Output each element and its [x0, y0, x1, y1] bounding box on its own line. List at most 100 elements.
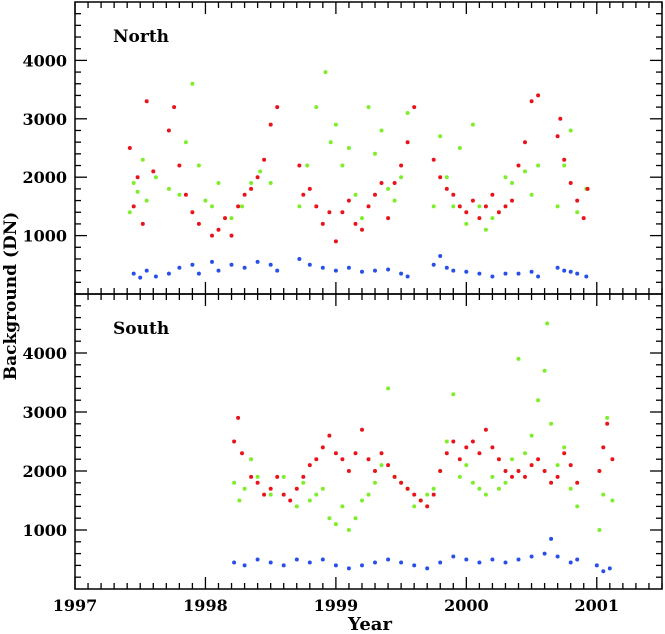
point-north-red-26 [314, 204, 319, 209]
point-south-green-21 [386, 386, 391, 391]
point-north-red-39 [399, 163, 404, 168]
point-north-blue-17 [320, 265, 325, 270]
point-north-green-3 [140, 157, 145, 162]
point-south-red-47 [536, 457, 541, 462]
point-south-red-23 [379, 451, 384, 456]
point-south-green-20 [379, 463, 384, 468]
point-north-red-42 [431, 157, 436, 162]
point-south-blue-30 [601, 569, 606, 574]
point-south-red-44 [516, 469, 521, 473]
x-tick-label-2000: 2000 [444, 596, 489, 615]
point-north-blue-36 [555, 265, 560, 270]
point-north-red-30 [340, 210, 345, 215]
point-south-red-41 [496, 457, 501, 462]
point-north-green-5 [153, 175, 158, 180]
point-south-blue-13 [399, 560, 404, 565]
point-north-green-17 [258, 169, 263, 174]
point-north-blue-7 [196, 271, 201, 276]
point-south-green-46 [545, 321, 550, 326]
point-north-red-0 [127, 146, 132, 150]
point-south-blue-15 [425, 566, 430, 571]
point-south-red-52 [568, 463, 573, 468]
panel-north-ticks: 1000 2000 3000 4000 [22, 2, 663, 294]
point-north-green-14 [229, 216, 234, 221]
point-south-green-31 [451, 392, 456, 397]
panel-south-frame [74, 293, 663, 590]
x-tick-label-1999: 1999 [314, 596, 359, 615]
point-north-red-29 [333, 239, 338, 244]
point-south-green-37 [490, 474, 495, 479]
point-north-green-13 [216, 181, 221, 185]
point-south-red-7 [275, 474, 280, 479]
point-south-green-49 [562, 445, 567, 450]
point-south-red-13 [314, 457, 319, 462]
point-north-green-42 [470, 122, 475, 127]
point-north-red-14 [223, 216, 227, 221]
point-south-blue-11 [373, 560, 377, 565]
point-south-red-53 [575, 480, 580, 485]
point-north-red-56 [523, 140, 527, 145]
point-south-red-55 [601, 445, 606, 450]
point-south-blue-1 [242, 563, 247, 568]
point-north-blue-0 [131, 271, 136, 276]
point-north-green-23 [328, 140, 333, 145]
point-south-red-37 [470, 439, 475, 444]
point-north-red-51 [490, 192, 495, 197]
point-north-blue-35 [536, 274, 541, 279]
point-north-red-27 [320, 221, 325, 226]
point-north-green-35 [405, 111, 410, 115]
point-north-green-36 [431, 204, 436, 209]
point-south-blue-22 [516, 557, 521, 562]
point-south-blue-31 [607, 566, 612, 571]
point-north-blue-29 [464, 269, 469, 274]
point-south-blue-29 [594, 563, 599, 568]
point-north-red-17 [242, 192, 247, 197]
point-north-blue-11 [242, 265, 247, 270]
point-south-red-2 [240, 451, 244, 456]
point-north-red-63 [575, 198, 580, 203]
point-south-red-36 [464, 445, 469, 450]
point-north-blue-6 [190, 262, 195, 267]
point-north-red-20 [262, 157, 267, 162]
point-north-red-43 [438, 175, 443, 180]
y-tick-label-north-1000: 1000 [22, 227, 67, 246]
point-north-blue-21 [373, 268, 377, 273]
point-north-red-10 [190, 210, 195, 215]
point-south-blue-27 [568, 560, 573, 565]
point-south-green-32 [457, 474, 462, 479]
point-south-green-42 [523, 451, 527, 456]
point-south-red-24 [386, 463, 391, 468]
point-south-green-10 [314, 492, 319, 497]
point-north-green-18 [268, 181, 273, 185]
point-south-green-2 [242, 486, 247, 491]
point-south-blue-16 [438, 560, 443, 565]
point-south-blue-28 [575, 557, 580, 562]
point-north-red-15 [229, 233, 234, 238]
point-north-green-30 [373, 151, 377, 156]
point-south-red-38 [477, 451, 482, 456]
point-south-blue-7 [320, 557, 325, 562]
point-south-green-6 [281, 474, 286, 479]
point-south-green-40 [510, 457, 514, 462]
point-north-green-12 [210, 204, 214, 209]
point-north-green-10 [196, 163, 201, 168]
point-south-red-21 [366, 457, 371, 462]
point-north-green-32 [386, 186, 391, 191]
point-north-red-48 [470, 198, 475, 203]
point-north-blue-14 [275, 268, 280, 273]
point-north-green-11 [203, 198, 208, 203]
point-south-red-12 [307, 463, 312, 468]
point-south-red-8 [281, 492, 286, 497]
x-tick-label-2001: 2001 [575, 596, 620, 615]
point-north-green-28 [360, 216, 364, 221]
point-north-green-44 [483, 227, 488, 232]
point-north-red-52 [496, 210, 501, 215]
point-south-blue-21 [503, 560, 508, 565]
point-south-green-28 [431, 486, 436, 491]
point-south-green-43 [529, 433, 534, 438]
point-north-blue-4 [166, 271, 171, 276]
panel-south: South 1000 2000 3000 4000 [22, 293, 663, 590]
point-south-green-45 [542, 368, 547, 373]
point-north-red-24 [301, 192, 306, 197]
point-south-blue-12 [386, 557, 391, 562]
